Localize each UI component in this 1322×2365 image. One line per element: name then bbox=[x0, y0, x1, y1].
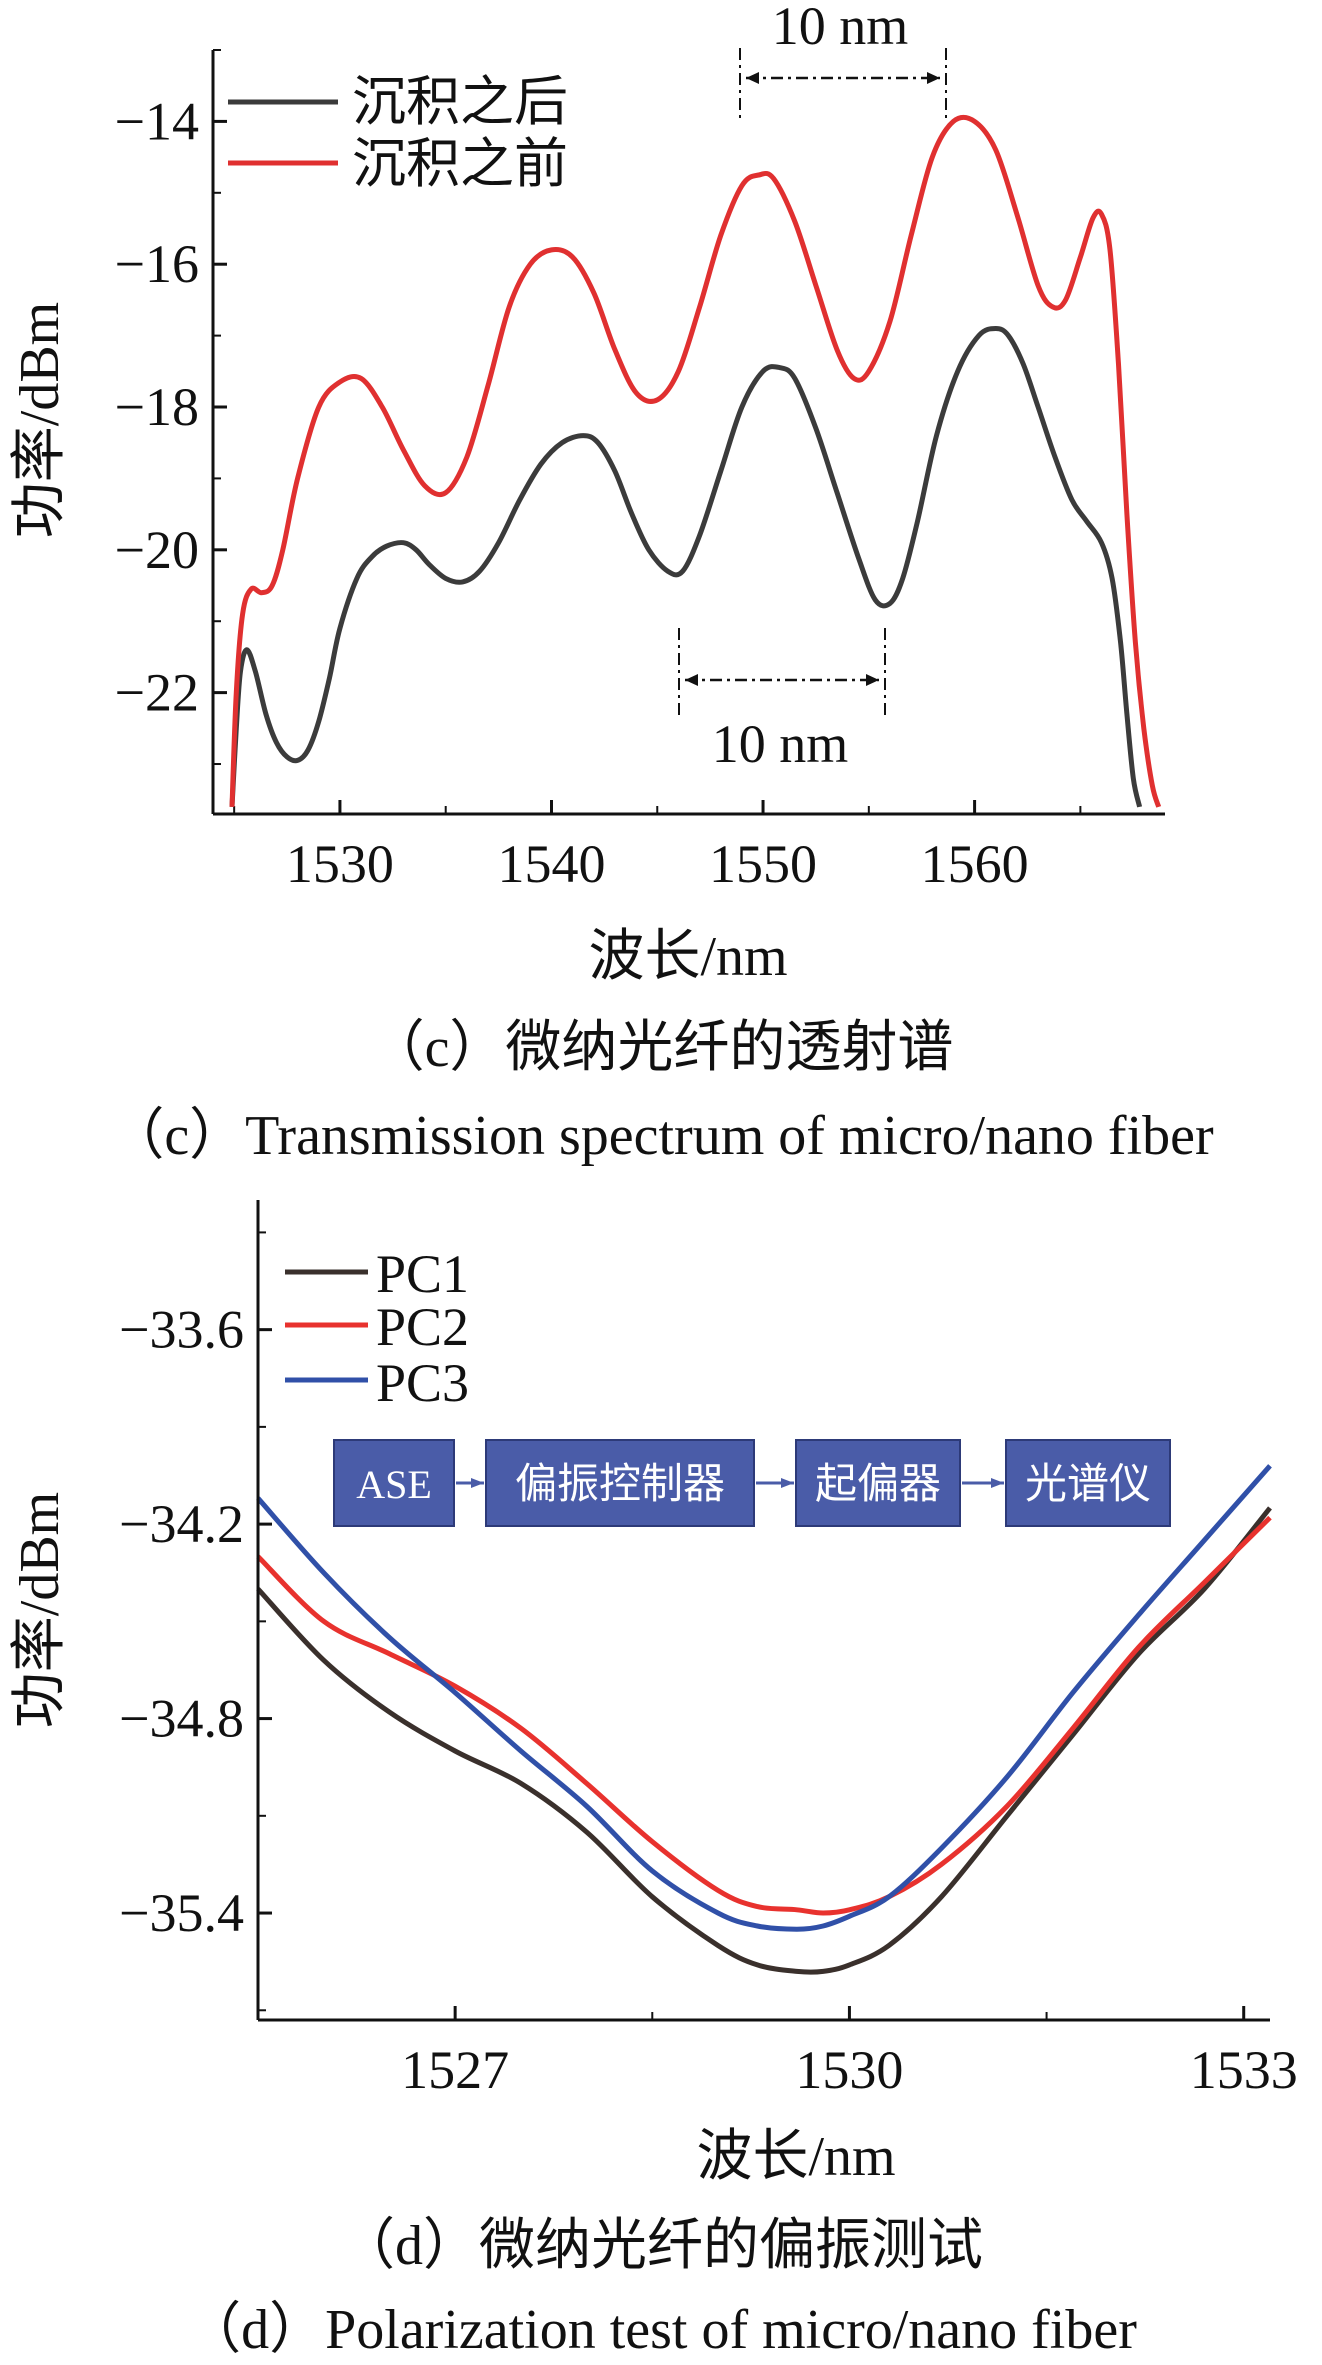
y-tick-label: −34.2 bbox=[119, 1494, 244, 1554]
x-tick-label: 1530 bbox=[286, 834, 394, 894]
chart-d-ylabel: 功率/dBm bbox=[9, 1492, 71, 1728]
series-line-d-2 bbox=[256, 1515, 1272, 1916]
annotation-top-label: 10 nm bbox=[772, 0, 909, 56]
chart-c-ylabel: 功率/dBm bbox=[9, 302, 71, 538]
y-tick-label: −33.6 bbox=[119, 1300, 244, 1360]
chart-c-xlabel: 波长/nm bbox=[588, 926, 787, 988]
x-tick-label: 1527 bbox=[401, 2040, 509, 2100]
caption-d-english: （d）Polarization test of micro/nano fiber bbox=[185, 2299, 1137, 2361]
annotation-bottom-label: 10 nm bbox=[712, 714, 849, 774]
series-line-c-1 bbox=[229, 326, 1143, 808]
legend-label-after: 沉积之后 bbox=[352, 72, 568, 132]
flow-box-spectrometer bbox=[1005, 1439, 1171, 1527]
flow-box-polarizer bbox=[795, 1439, 961, 1527]
series-line-d-1 bbox=[256, 1506, 1272, 1975]
x-tick-label: 1533 bbox=[1190, 2040, 1298, 2100]
y-tick-label: −14 bbox=[115, 91, 199, 151]
flow-box-ase bbox=[333, 1439, 455, 1527]
x-tick-label: 1550 bbox=[709, 834, 817, 894]
chart-d-xlabel: 波长/nm bbox=[696, 2126, 895, 2188]
y-tick-label: −22 bbox=[115, 663, 199, 723]
chart-c-series bbox=[229, 114, 1162, 808]
series-line-d-3 bbox=[256, 1464, 1272, 1932]
chart-d: 1527 1530 1533 −33.6 −34.2 −34.8 −35.4 PC1 PC2… bbox=[9, 1200, 1298, 2188]
chart-d-legend: PC1 PC2 PC3 bbox=[285, 1244, 469, 1413]
chart-c-annotation-bottom: 10 nm bbox=[678, 628, 886, 774]
chart-d-ticks bbox=[258, 1231, 1246, 2020]
flow-label-spectrometer: 光谱仪 bbox=[1025, 1462, 1151, 1508]
y-tick-label: −35.4 bbox=[119, 1883, 244, 1943]
chart-c: 1530 1540 1550 1560 −14 −16 −18 −20 −22 沉积之后 沉积之… bbox=[9, 0, 1165, 988]
chart-c-annotation-top: 10 nm bbox=[739, 0, 947, 120]
series-line-c-2 bbox=[229, 114, 1162, 808]
chart-c-tick-labels: 1530 1540 1550 1560 −14 −16 −18 −20 −22 bbox=[115, 91, 1029, 894]
y-tick-label: −18 bbox=[115, 377, 199, 437]
legend-label-pc1: PC1 bbox=[376, 1244, 469, 1304]
x-tick-label: 1530 bbox=[795, 2040, 903, 2100]
chart-c-legend: 沉积之后 沉积之前 bbox=[228, 72, 568, 194]
flow-label-polarization-controller: 偏振控制器 bbox=[515, 1462, 725, 1508]
caption-c-chinese: （c）微纳光纤的透射谱 bbox=[368, 1017, 954, 1079]
flow-label-ase: ASE bbox=[356, 1462, 432, 1507]
y-tick-label: −16 bbox=[115, 234, 199, 294]
flow-box-polarization-controller bbox=[485, 1439, 755, 1527]
x-tick-label: 1560 bbox=[921, 834, 1029, 894]
y-tick-label: −20 bbox=[115, 520, 199, 580]
chart-d-tick-labels: 1527 1530 1533 −33.6 −34.2 −34.8 −35.4 bbox=[119, 1300, 1298, 2100]
caption-d-chinese: （d）微纳光纤的偏振测试 bbox=[339, 2215, 983, 2277]
legend-label-pc2: PC2 bbox=[376, 1297, 469, 1357]
y-tick-label: −34.8 bbox=[119, 1689, 244, 1749]
flow-label-polarizer: 起偏器 bbox=[815, 1462, 941, 1508]
inset-flow-diagram: ASE 偏振控制器 起偏器 光谱仪 bbox=[333, 1439, 1171, 1527]
chart-d-series bbox=[256, 1464, 1272, 1975]
chart-c-ticks bbox=[213, 49, 1082, 814]
legend-label-before: 沉积之前 bbox=[352, 134, 568, 194]
caption-c-english: （c）Transmission spectrum of micro/nano f… bbox=[108, 1105, 1214, 1167]
legend-label-pc3: PC3 bbox=[376, 1353, 469, 1413]
x-tick-label: 1540 bbox=[497, 834, 605, 894]
